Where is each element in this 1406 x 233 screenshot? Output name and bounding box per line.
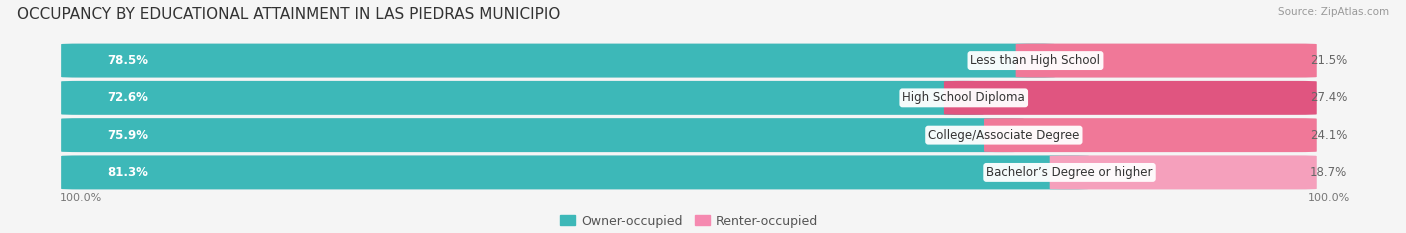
Text: 21.5%: 21.5% xyxy=(1310,54,1347,67)
Text: 100.0%: 100.0% xyxy=(60,193,103,203)
Text: 81.3%: 81.3% xyxy=(107,166,148,179)
FancyBboxPatch shape xyxy=(62,118,1317,152)
FancyBboxPatch shape xyxy=(1015,44,1317,78)
FancyBboxPatch shape xyxy=(62,81,1317,115)
Text: OCCUPANCY BY EDUCATIONAL ATTAINMENT IN LAS PIEDRAS MUNICIPIO: OCCUPANCY BY EDUCATIONAL ATTAINMENT IN L… xyxy=(17,7,560,22)
Text: 100.0%: 100.0% xyxy=(1308,193,1350,203)
Text: 24.1%: 24.1% xyxy=(1310,129,1347,142)
FancyBboxPatch shape xyxy=(62,44,1317,78)
Text: 72.6%: 72.6% xyxy=(107,91,148,104)
Text: College/Associate Degree: College/Associate Degree xyxy=(928,129,1080,142)
Text: 27.4%: 27.4% xyxy=(1310,91,1347,104)
Text: Less than High School: Less than High School xyxy=(970,54,1101,67)
Text: 75.9%: 75.9% xyxy=(107,129,149,142)
Legend: Owner-occupied, Renter-occupied: Owner-occupied, Renter-occupied xyxy=(554,209,824,233)
FancyBboxPatch shape xyxy=(62,81,984,115)
FancyBboxPatch shape xyxy=(62,155,1090,189)
Text: Bachelor’s Degree or higher: Bachelor’s Degree or higher xyxy=(986,166,1153,179)
Text: Source: ZipAtlas.com: Source: ZipAtlas.com xyxy=(1278,7,1389,17)
FancyBboxPatch shape xyxy=(62,44,1056,78)
FancyBboxPatch shape xyxy=(62,118,1024,152)
FancyBboxPatch shape xyxy=(943,81,1317,115)
Text: 18.7%: 18.7% xyxy=(1310,166,1347,179)
FancyBboxPatch shape xyxy=(1050,155,1317,189)
FancyBboxPatch shape xyxy=(984,118,1317,152)
Text: 78.5%: 78.5% xyxy=(107,54,149,67)
FancyBboxPatch shape xyxy=(62,155,1317,189)
Text: High School Diploma: High School Diploma xyxy=(903,91,1025,104)
